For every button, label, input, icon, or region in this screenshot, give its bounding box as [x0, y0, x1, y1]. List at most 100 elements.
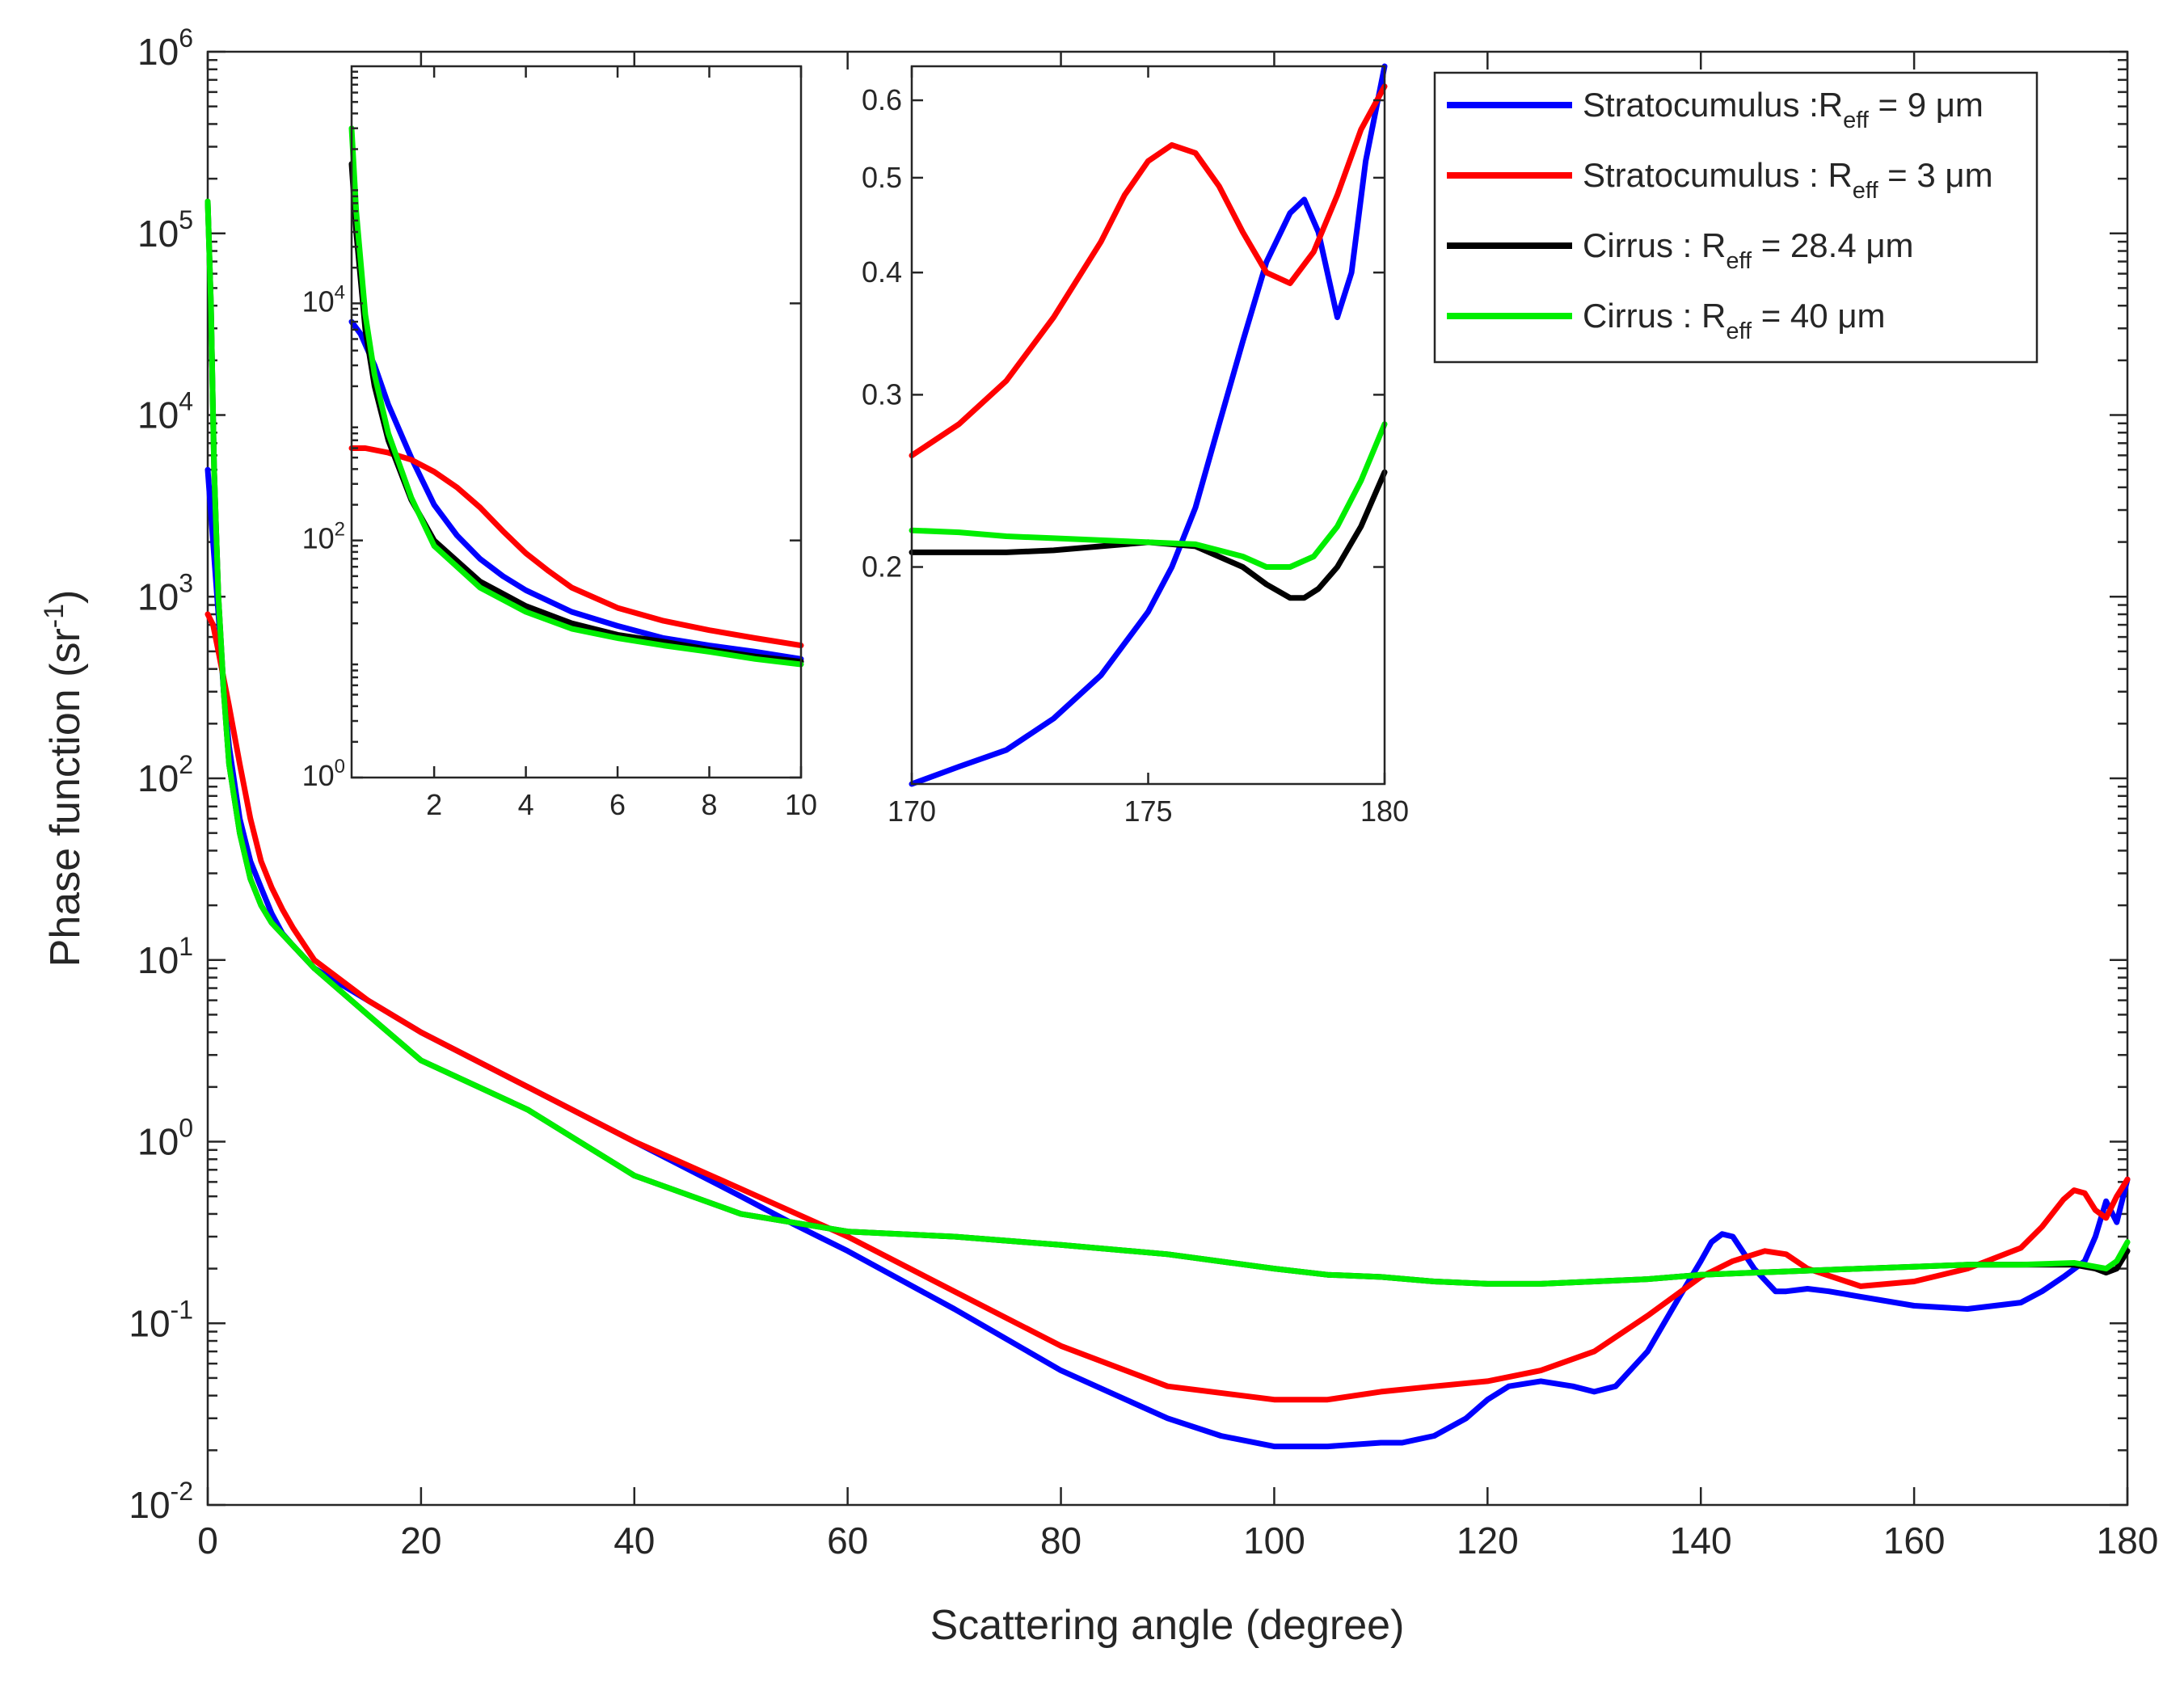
inset-left-series-group	[348, 125, 804, 668]
inset-right-plot: 170 175 180 0.2 0.3 0.4 0.5 0.6	[862, 63, 1409, 828]
inset-right-y-tick-label: 0.3	[862, 377, 902, 411]
main-x-tick-label: 20	[400, 1520, 441, 1562]
tick-base: 10	[137, 394, 179, 436]
main-series-group	[204, 198, 2131, 1450]
inset-right-x-tick-label: 180	[1360, 795, 1409, 828]
tick-base: 10	[137, 213, 179, 255]
y-axis-label-main: Phase function (sr	[42, 628, 89, 967]
inset-left-y-tick-label: 100	[302, 756, 345, 792]
legend-items: Stratocumulus :Reff = 9 μmStratocumulus …	[1447, 86, 1993, 344]
tick-exponent: 1	[179, 932, 193, 961]
tick-exponent: 4	[179, 387, 193, 416]
inset-left-x-tick-label: 8	[702, 788, 718, 821]
y-axis-label-sup: -1	[39, 604, 70, 628]
inset-left-background	[352, 66, 801, 778]
tick-exponent: 6	[179, 23, 193, 53]
inset-left-x-tick-label: 2	[426, 788, 442, 821]
inset-right-ticks	[910, 66, 1386, 784]
main-y-tick-label: 100	[137, 1114, 193, 1163]
inset-left-series-line-3	[348, 125, 804, 668]
inset-right-series-line-0	[909, 63, 1388, 787]
legend-label-suffix: = 40 μm	[1752, 297, 1885, 335]
main-y-tick-label: 102	[137, 750, 193, 799]
x-axis-label: Scattering angle (degree)	[930, 1602, 1405, 1649]
tick-exponent: 0	[335, 756, 345, 778]
y-axis-label: Phase function (sr-1)	[39, 590, 89, 967]
legend-label-suffix: = 9 μm	[1869, 86, 1984, 124]
inset-right-x-tick-labels: 170 175 180	[888, 795, 1409, 828]
legend-label-main: Stratocumulus :R	[1583, 86, 1843, 124]
tick-exponent: 2	[179, 750, 193, 779]
tick-base: 10	[302, 285, 335, 318]
main-x-tick-label: 80	[1040, 1520, 1081, 1562]
legend-label-main: Stratocumulus : R	[1583, 156, 1853, 194]
legend-label-main: Cirrus : R	[1583, 297, 1726, 335]
main-x-tick-label: 60	[827, 1520, 868, 1562]
inset-left-y-tick-label: 102	[302, 519, 345, 555]
main-x-tick-label: 40	[613, 1520, 655, 1562]
inset-left-x-tick-label: 4	[518, 788, 534, 821]
inset-left-y-tick-label: 104	[302, 281, 345, 318]
inset-right-y-tick-label: 0.4	[862, 255, 902, 289]
legend-label-main: Cirrus : R	[1583, 226, 1726, 264]
inset-left-series-line-0	[348, 318, 804, 662]
inset-right-x-tick-label: 175	[1124, 795, 1172, 828]
legend: Stratocumulus :Reff = 9 μmStratocumulus …	[1433, 71, 2039, 364]
y-axis-label-close: )	[42, 590, 89, 604]
main-y-tick-label: 10-1	[129, 1295, 193, 1344]
inset-right-series-line-2	[909, 469, 1388, 601]
main-x-tick-labels: 0 20 40 60 80 100 120 140 160 180	[197, 1520, 2158, 1562]
inset-right-background	[912, 66, 1385, 784]
inset-right-y-tick-label: 0.5	[862, 161, 902, 194]
tick-exponent: 4	[335, 281, 345, 303]
tick-exponent: 3	[179, 568, 193, 597]
main-y-tick-label: 103	[137, 568, 193, 617]
inset-right-series-line-1	[909, 83, 1388, 459]
legend-label-0: Stratocumulus :Reff = 9 μm	[1583, 86, 1984, 133]
legend-label-sub: eff	[1726, 248, 1752, 274]
legend-label-sub: eff	[1843, 107, 1870, 133]
inset-right-series-line-3	[909, 421, 1388, 570]
main-x-tick-label: 160	[1883, 1520, 1946, 1562]
main-y-tick-label: 104	[137, 387, 193, 436]
tick-base: 10	[302, 522, 335, 555]
main-plot: 0 20 40 60 80 100 120 140 160 180 10-210-11001011…	[129, 23, 2158, 1562]
main-x-tick-label: 120	[1457, 1520, 1519, 1562]
inset-left-x-tick-labels: 2 4 6 8 10	[426, 788, 817, 821]
inset-right-y-tick-label: 0.6	[862, 83, 902, 116]
main-y-tick-label: 105	[137, 205, 193, 255]
main-y-tick-label: 106	[137, 23, 193, 73]
legend-label-2: Cirrus : Reff = 28.4 μm	[1583, 226, 1914, 274]
main-x-tick-label: 100	[1243, 1520, 1305, 1562]
tick-exponent: -2	[171, 1477, 193, 1506]
main-series-line-1	[204, 611, 2131, 1403]
tick-base: 10	[137, 1121, 179, 1163]
main-x-tick-label: 0	[197, 1520, 218, 1562]
inset-left-ticks	[352, 66, 803, 779]
inset-left-frame	[350, 65, 803, 779]
legend-label-suffix: = 28.4 μm	[1752, 226, 1913, 264]
main-series-line-3	[204, 198, 2131, 1287]
tick-exponent: 2	[335, 519, 345, 541]
tick-exponent: -1	[171, 1295, 193, 1324]
inset-right-series-group	[909, 63, 1388, 787]
main-x-tick-label: 140	[1670, 1520, 1732, 1562]
tick-base: 10	[129, 1484, 170, 1526]
legend-label-3: Cirrus : Reff = 40 μm	[1583, 297, 1886, 344]
inset-left-x-tick-label: 6	[609, 788, 626, 821]
main-y-tick-label: 10-2	[129, 1477, 193, 1526]
inset-left-series-line-1	[348, 445, 804, 649]
tick-exponent: 5	[179, 205, 193, 234]
main-y-tick-label: 101	[137, 932, 193, 981]
tick-base: 10	[137, 575, 179, 617]
tick-base: 10	[137, 31, 179, 73]
tick-base: 10	[302, 759, 335, 792]
tick-base: 10	[129, 1302, 170, 1344]
legend-label-sub: eff	[1853, 178, 1879, 204]
inset-right-y-tick-labels: 0.2 0.3 0.4 0.5 0.6	[862, 83, 902, 583]
legend-label-1: Stratocumulus : Reff = 3 μm	[1583, 156, 1993, 204]
